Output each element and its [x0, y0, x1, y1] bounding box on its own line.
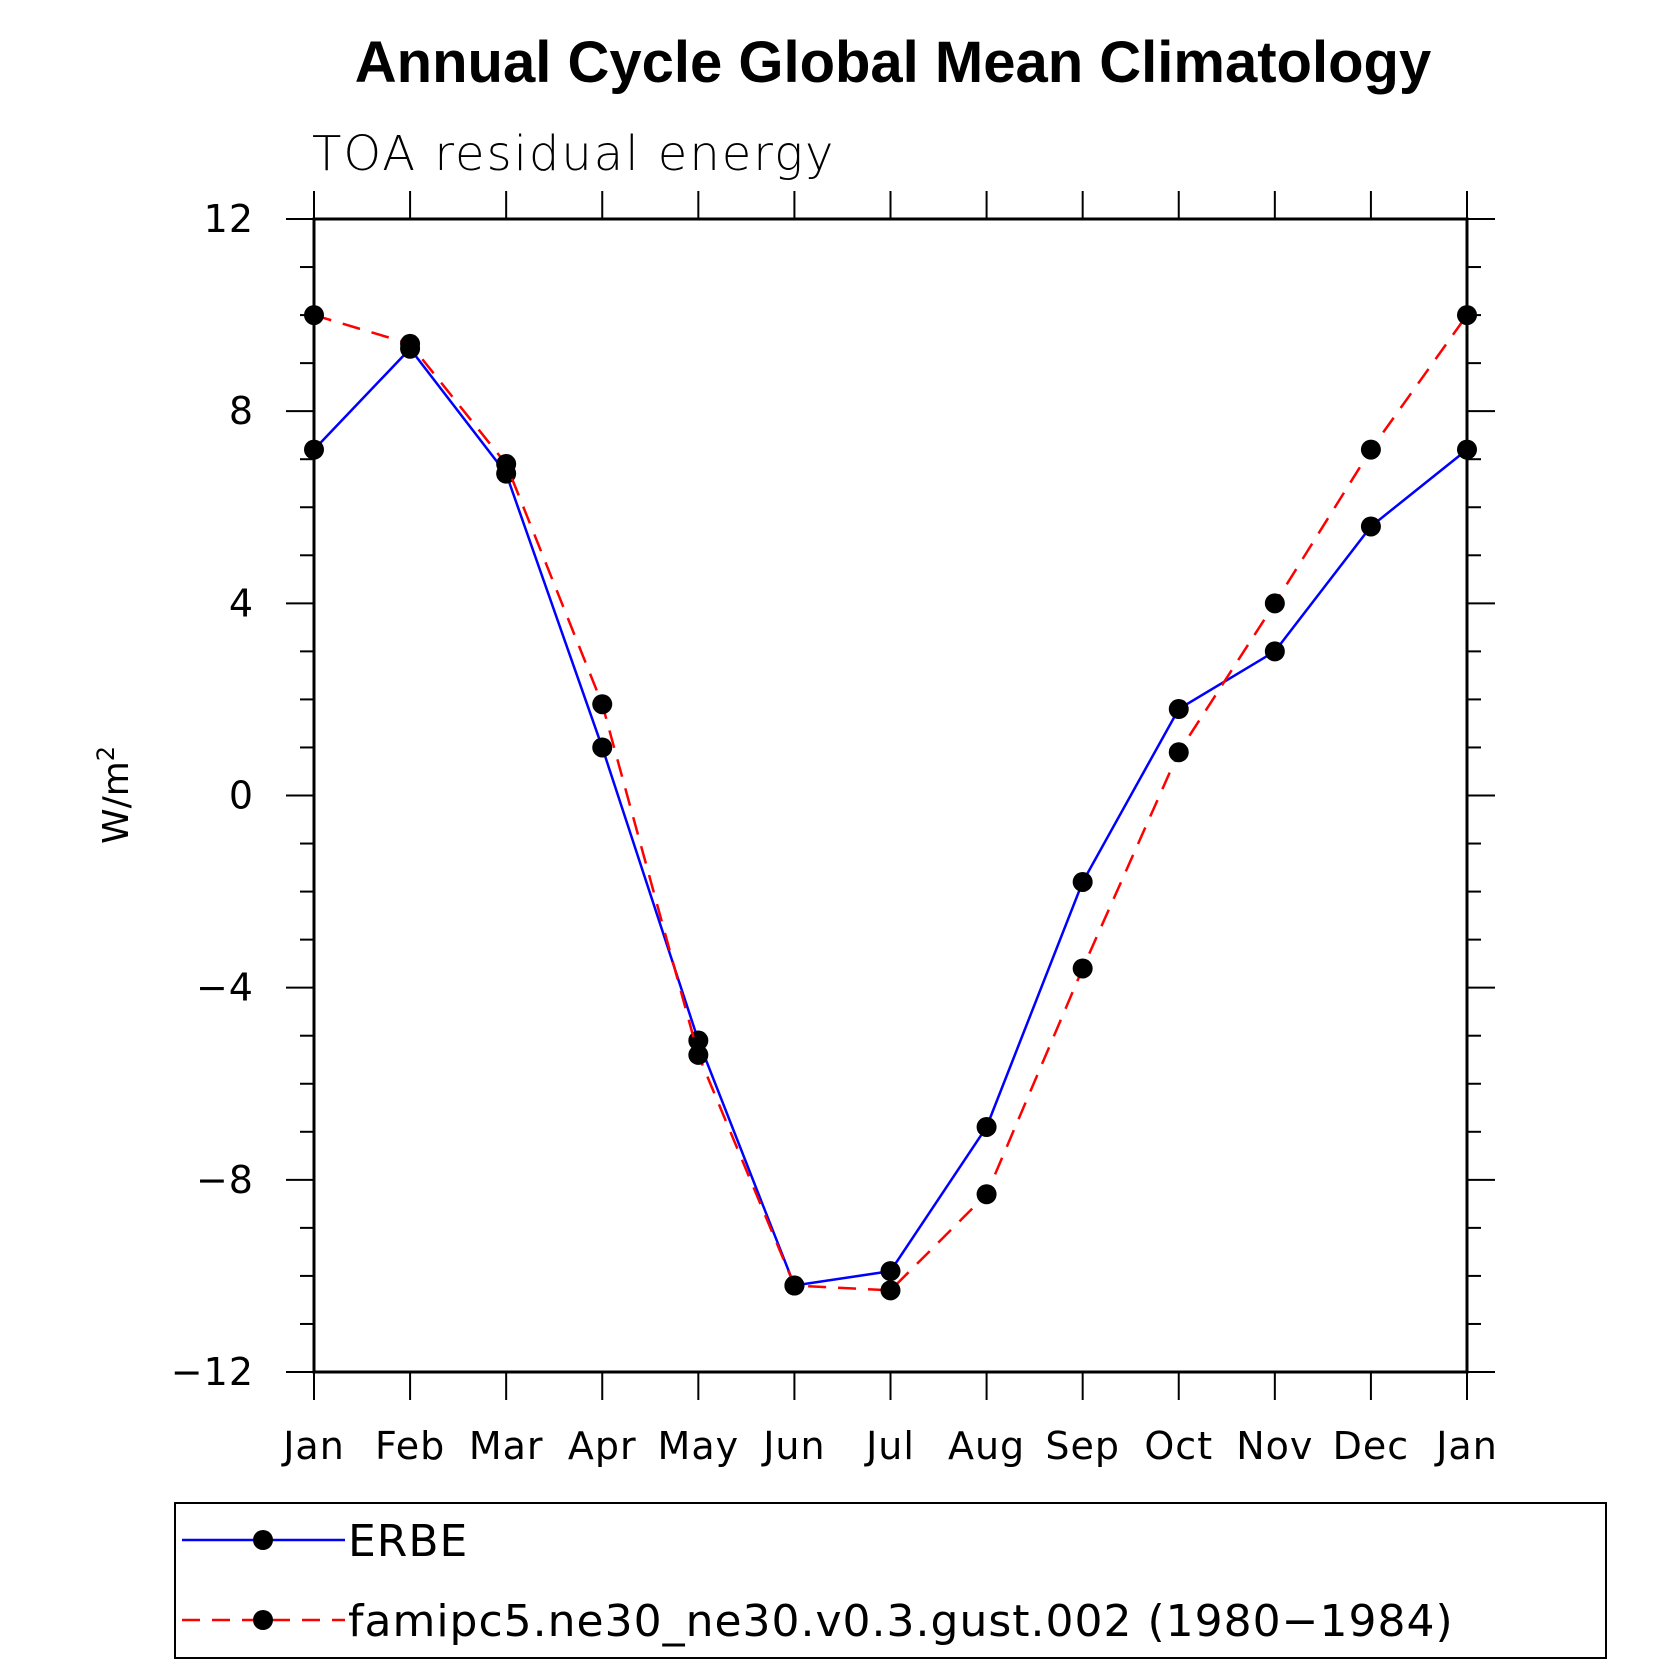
series-2: [304, 305, 1477, 1301]
series-2-point: [1168, 742, 1189, 763]
x-tick-label: May: [658, 1424, 740, 1468]
series-2-line: [313, 313, 1469, 1292]
y-axis-label-superscript: 2: [92, 746, 120, 761]
legend: ERBE famipc5.ne30_ne30.v0.3.gust.002 (198…: [182, 1516, 1454, 1647]
chart-subtitle: TOA residual energy: [312, 126, 835, 182]
series-1-point: [880, 1261, 901, 1282]
series-2-point: [784, 1275, 805, 1296]
series-2-point: [976, 1184, 997, 1205]
series-1-point: [304, 439, 324, 460]
series-1-point: [1072, 871, 1093, 892]
series-2-point: [592, 694, 613, 715]
chart-title: Annual Cycle Global Mean Climatology: [355, 30, 1431, 95]
x-tick-label: Sep: [1045, 1424, 1120, 1468]
legend-label-2: famipc5.ne30_ne30.v0.3.gust.002 (1980−19…: [348, 1596, 1454, 1647]
x-tick-label: Mar: [469, 1424, 544, 1468]
x-tick-label: Nov: [1236, 1424, 1313, 1468]
x-tick-label: Aug: [948, 1424, 1025, 1468]
series-1-point: [1264, 641, 1285, 662]
y-tick-label: 8: [229, 389, 254, 433]
y-tick-label: −8: [196, 1158, 254, 1202]
series-1-line: [313, 346, 1468, 1287]
x-tick-label: Jul: [864, 1424, 915, 1468]
series-1-point: [976, 1116, 997, 1137]
legend-marker-1: [253, 1530, 273, 1550]
legend-marker-2: [253, 1610, 273, 1630]
plot-axes: 12 8 4 0 −4 −8 −12 Jan Feb Mar Apr May Jun Jul Aug Sep O…: [171, 191, 1498, 1468]
y-tick-label: 0: [229, 774, 254, 818]
series-2-point: [400, 333, 421, 354]
y-axis-label: W/m2: [92, 746, 137, 844]
series-1-point: [1457, 439, 1477, 460]
x-tick-label: Apr: [568, 1424, 637, 1468]
y-tick-label: 4: [229, 581, 254, 625]
series-1: [304, 338, 1477, 1296]
x-tick-label: Jan: [1434, 1424, 1498, 1468]
y-tick-label: 12: [204, 197, 254, 241]
legend-box: [174, 1502, 1607, 1659]
series-2-point: [880, 1280, 901, 1301]
y-axis-label-base: W/m: [96, 761, 137, 844]
series-2-point: [1264, 593, 1285, 614]
legend-label-1: ERBE: [348, 1516, 468, 1567]
series-1-point: [1168, 699, 1189, 720]
x-tick-label: Oct: [1144, 1424, 1213, 1468]
series-2-point: [496, 454, 517, 475]
x-tick-label: Dec: [1333, 1424, 1410, 1468]
series-2-point: [688, 1044, 709, 1065]
x-tick-label: Jun: [761, 1424, 825, 1468]
series-1-point: [1360, 516, 1381, 537]
plot-frame: [312, 217, 1469, 1374]
y-tick-label: −4: [196, 966, 254, 1010]
x-tick-label: Feb: [375, 1424, 445, 1468]
y-tick-label: −12: [171, 1350, 254, 1394]
series-2-point: [1457, 305, 1477, 326]
series-2-point: [1360, 439, 1381, 460]
series-2-point: [1072, 958, 1093, 979]
series-layer: [304, 305, 1477, 1301]
series-1-point: [592, 737, 613, 758]
series-2-point: [304, 305, 324, 326]
x-tick-label: Jan: [281, 1424, 345, 1468]
